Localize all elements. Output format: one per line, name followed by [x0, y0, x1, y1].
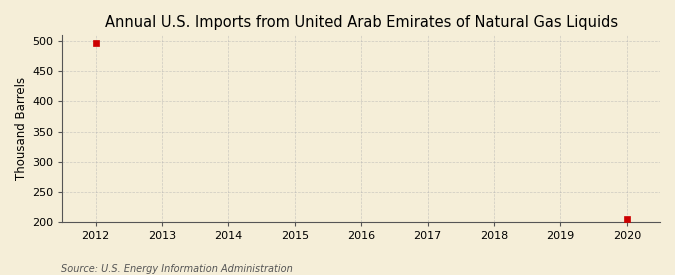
Title: Annual U.S. Imports from United Arab Emirates of Natural Gas Liquids: Annual U.S. Imports from United Arab Emi…: [105, 15, 618, 30]
Y-axis label: Thousand Barrels: Thousand Barrels: [15, 77, 28, 180]
Text: Source: U.S. Energy Information Administration: Source: U.S. Energy Information Administ…: [61, 264, 292, 274]
